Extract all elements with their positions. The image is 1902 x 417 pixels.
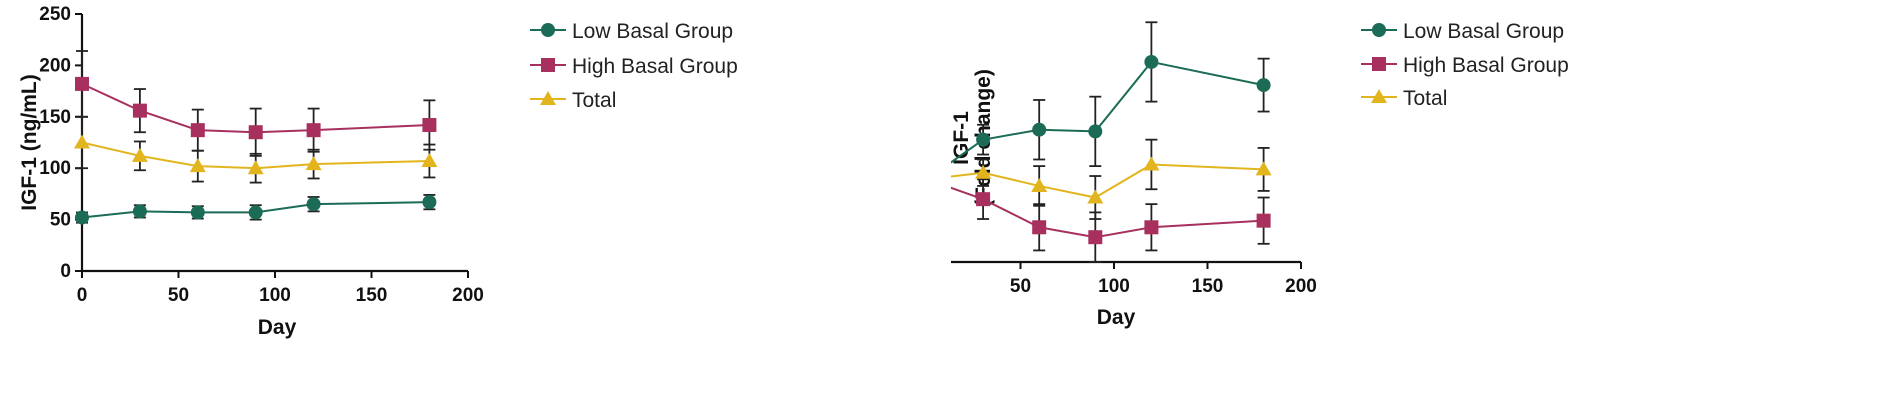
data-point xyxy=(421,153,438,168)
legend-marker xyxy=(1371,89,1387,103)
x-tick-label: 50 xyxy=(168,285,189,306)
data-point xyxy=(131,147,148,162)
series-high-basal-group xyxy=(951,178,1271,263)
legend-label: Low Basal Group xyxy=(572,20,733,43)
legend-item: Low Basal Group xyxy=(530,20,733,43)
x-tick-label: 200 xyxy=(452,285,484,306)
x-tick-label: 50 xyxy=(1010,276,1031,297)
series-low-basal-group xyxy=(951,21,1271,168)
y-tick-label: 150 xyxy=(39,107,71,128)
legend-label: Total xyxy=(572,89,616,112)
data-point xyxy=(976,132,991,147)
plot-area-right: 0.751.001.251.50050100150200DayIGF-1(Fol… xyxy=(951,21,1317,329)
data-point xyxy=(422,195,437,210)
data-point xyxy=(1144,220,1159,235)
data-point xyxy=(248,205,263,220)
data-point xyxy=(1087,189,1104,204)
data-point xyxy=(422,118,437,133)
x-tick-label: 0 xyxy=(77,285,88,306)
y-tick-label: 200 xyxy=(39,55,71,76)
y-tick-label: 0 xyxy=(60,261,71,282)
x-axis-title: Day xyxy=(258,316,297,339)
series-line xyxy=(951,60,1264,164)
y-axis-title: IGF-1 (ng/mL) xyxy=(18,74,41,210)
x-tick-label: 200 xyxy=(1285,276,1317,297)
data-point xyxy=(74,134,90,149)
data-point xyxy=(190,123,205,138)
data-point xyxy=(975,164,992,179)
data-point xyxy=(189,158,206,173)
data-point xyxy=(190,205,205,220)
series-line xyxy=(951,186,1264,239)
chart-svg-left: 0 50 100 150 200 250 0 50 100 150 200 Day IGF-1 (ng/… xyxy=(18,4,738,339)
data-point xyxy=(305,156,322,171)
legend-label: High Basal Group xyxy=(572,55,738,78)
legend-marker xyxy=(541,23,555,37)
legend-item: Low Basal Group xyxy=(1361,20,1564,43)
y-tick-label: 250 xyxy=(39,4,71,25)
data-point xyxy=(132,103,147,118)
series-high-basal-group xyxy=(75,50,437,157)
data-point xyxy=(75,76,89,91)
series-line xyxy=(951,163,1264,199)
x-tick-label: 100 xyxy=(259,285,291,306)
legend-item: High Basal Group xyxy=(530,55,738,78)
legend-marker xyxy=(1372,23,1386,37)
series-line xyxy=(81,141,430,170)
series-line xyxy=(81,82,430,134)
chart-svg-right: 0.751.001.251.50050100150200DayIGF-1(Fol… xyxy=(951,20,1569,329)
legend-marker xyxy=(540,91,556,105)
chart-panel-igf1-ngml: 0 50 100 150 200 250 0 50 100 150 200 Day IGF-1 (ng/… xyxy=(18,4,738,339)
chart-panel-igf1-fold-change: 0.751.001.251.50050100150200DayIGF-1(Fol… xyxy=(951,0,1902,417)
legend-item: Total xyxy=(1361,87,1447,110)
legend-right: Low Basal Group High Basal Group Total xyxy=(1361,20,1569,110)
data-point xyxy=(1255,161,1272,176)
x-tick-label: 100 xyxy=(1098,276,1130,297)
data-point xyxy=(976,192,991,207)
data-point xyxy=(1256,78,1271,93)
series-low-basal-group xyxy=(75,194,437,225)
legend-label: High Basal Group xyxy=(1403,54,1569,77)
legend-item: Total xyxy=(530,89,616,112)
series-line xyxy=(81,201,430,219)
legend-label: Total xyxy=(1403,87,1447,110)
series-total xyxy=(951,138,1272,220)
data-point xyxy=(1256,213,1271,228)
x-axis-title: Day xyxy=(1097,306,1136,329)
legend-left: Low Basal Group High Basal Group Total xyxy=(530,20,738,112)
data-point xyxy=(306,123,321,138)
plot-area-left: 0 50 100 150 200 250 0 50 100 150 200 Day IGF-1 (ng/… xyxy=(18,4,484,339)
data-point xyxy=(1032,220,1047,235)
legend-label: Low Basal Group xyxy=(1403,20,1564,43)
y-tick-label: 50 xyxy=(50,210,71,231)
data-point xyxy=(1144,54,1159,69)
data-point xyxy=(1031,177,1048,192)
data-point xyxy=(1032,122,1047,137)
legend-item: High Basal Group xyxy=(1361,54,1569,77)
y-tick-label: 100 xyxy=(39,158,71,179)
data-point xyxy=(1088,230,1103,245)
data-point xyxy=(132,204,147,219)
data-point xyxy=(306,197,321,212)
x-tick-label: 150 xyxy=(356,285,388,306)
legend-marker xyxy=(541,58,555,72)
series-total xyxy=(74,115,438,184)
legend-marker xyxy=(1372,57,1386,71)
y-axis-title-line: IGF-1 xyxy=(951,111,973,165)
data-point xyxy=(1143,156,1160,171)
data-point xyxy=(248,125,263,140)
x-tick-label: 150 xyxy=(1192,276,1224,297)
data-point xyxy=(75,210,89,225)
data-point xyxy=(247,160,264,175)
data-point xyxy=(1088,124,1103,139)
